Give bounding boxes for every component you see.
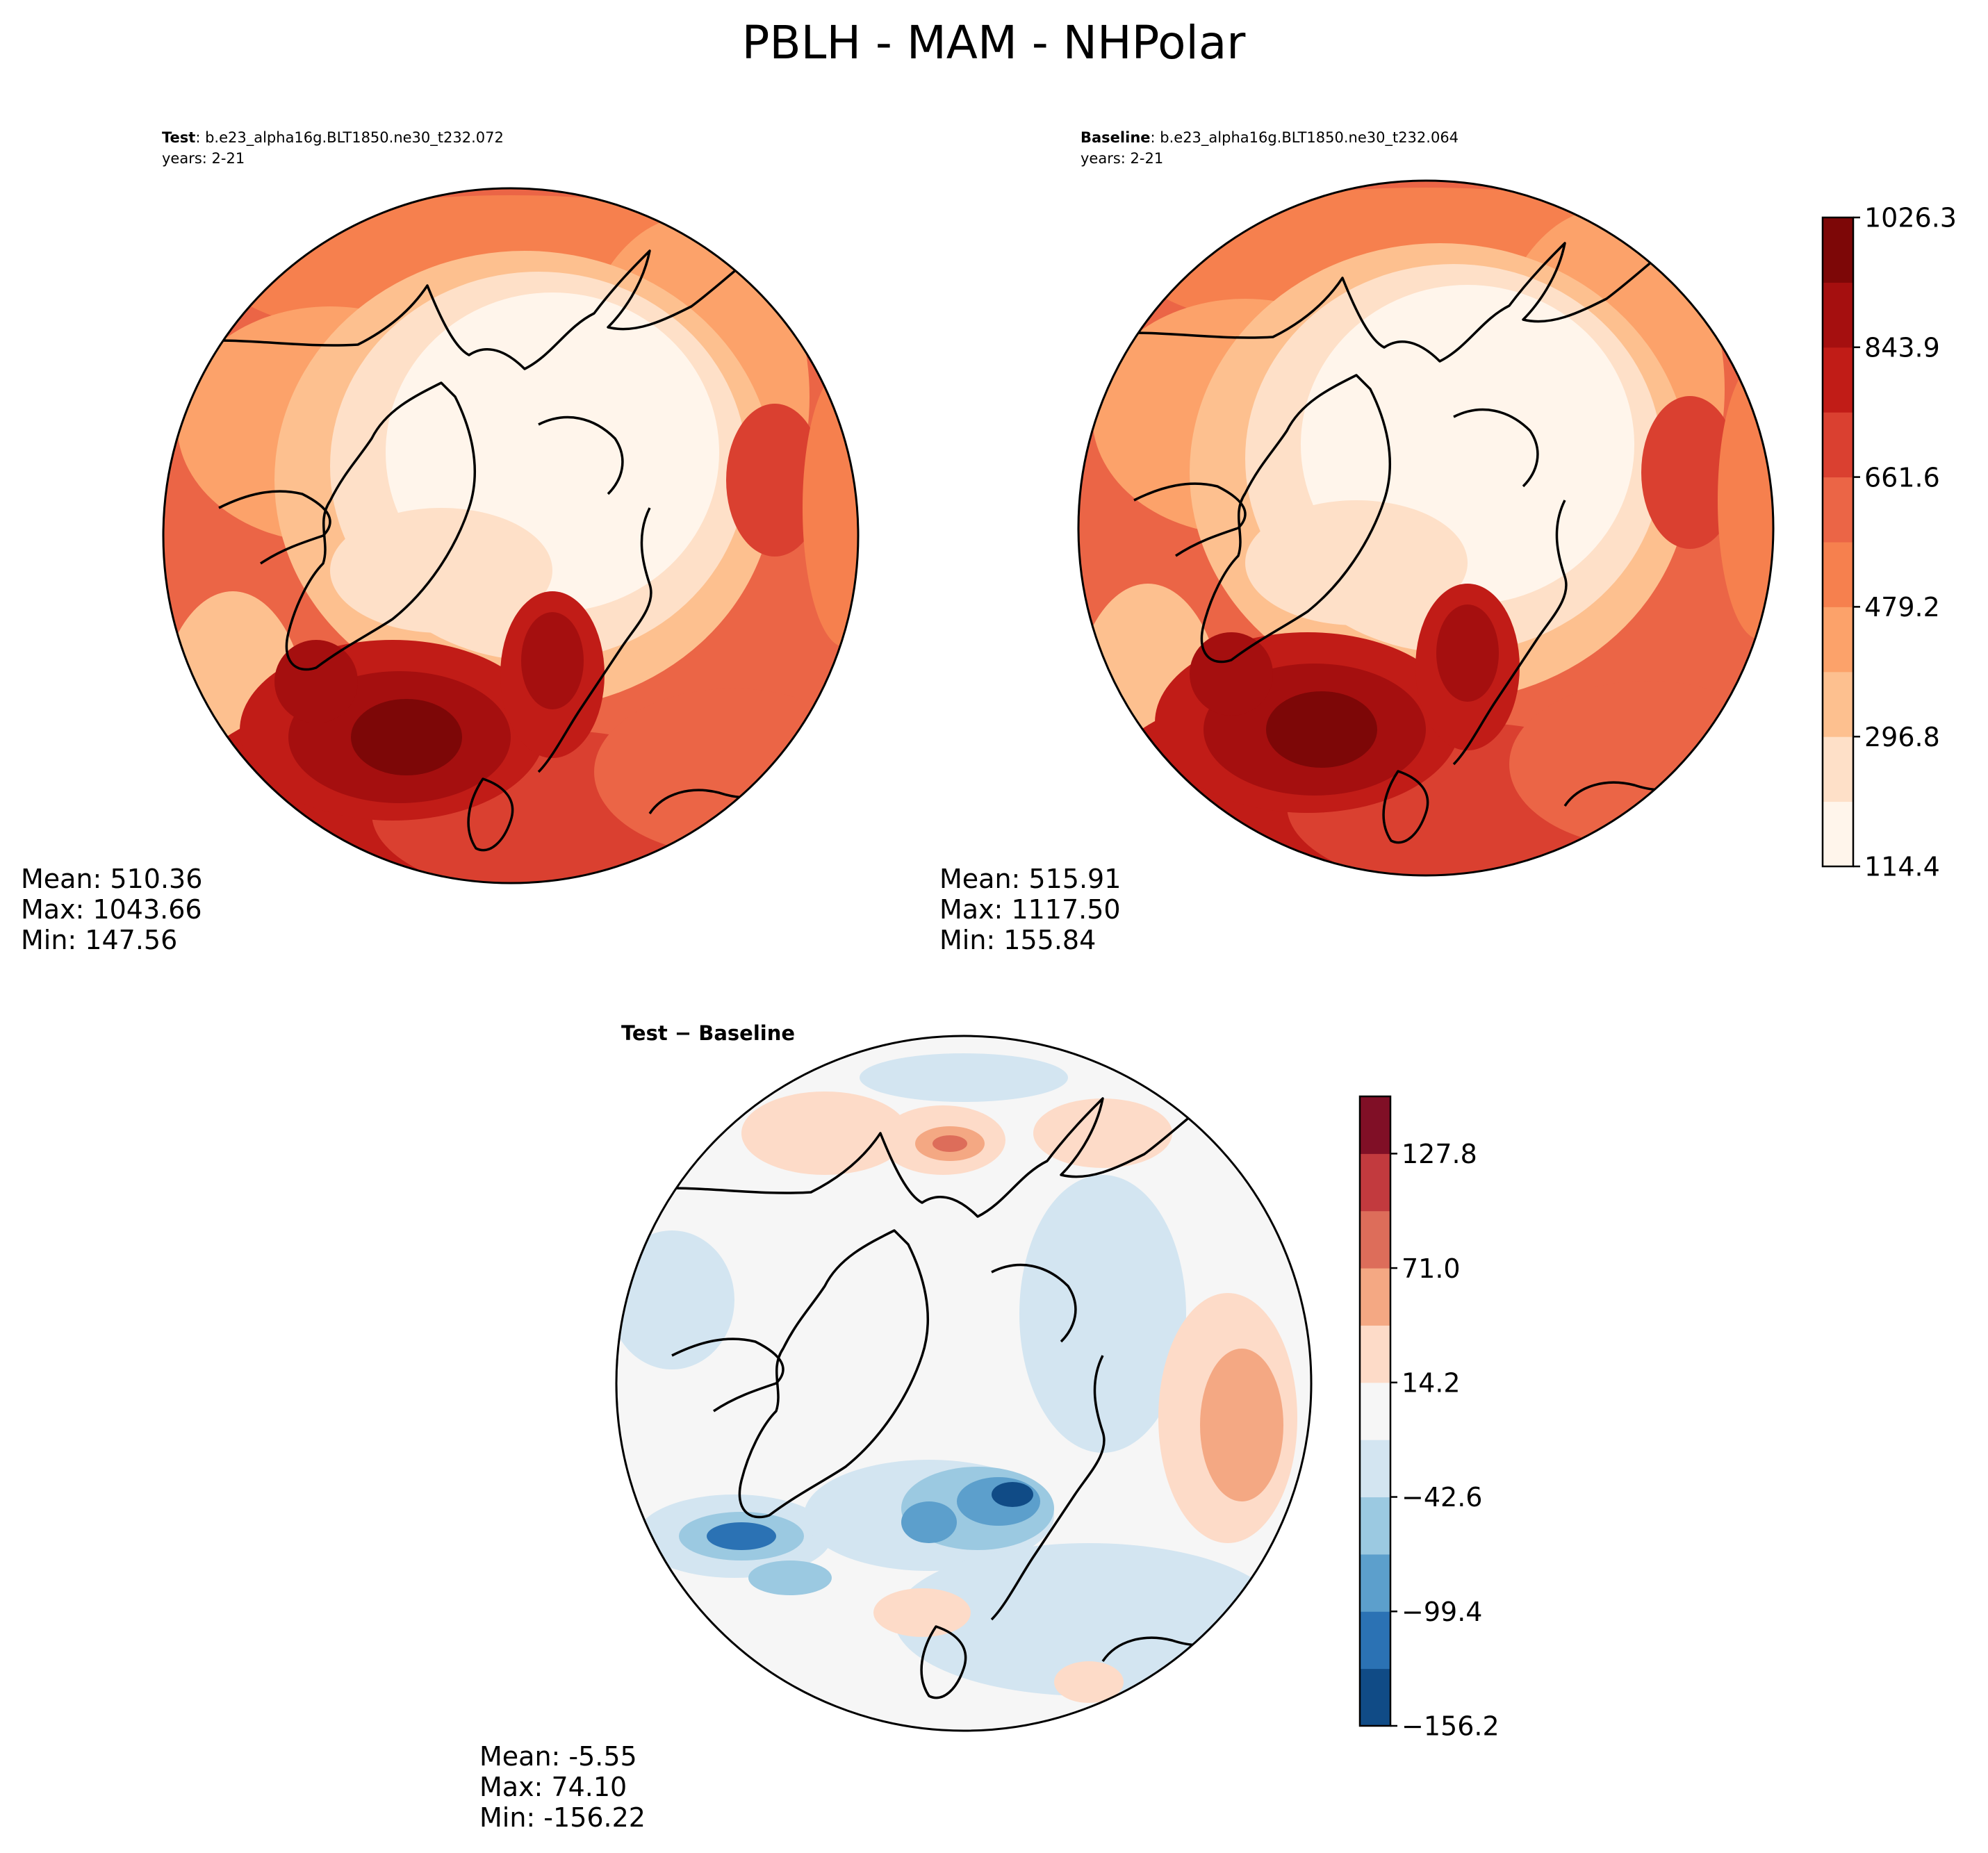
diff-colorbar-segment <box>1360 1497 1390 1555</box>
main-colorbar-segment <box>1823 607 1853 673</box>
diff-colorbar-segment <box>1360 1153 1390 1212</box>
diff-min: Min: -156.22 <box>479 1802 646 1833</box>
baseline-map-boundary <box>1077 179 1775 877</box>
test-panel: Test: b.e23_alpha16g.BLT1850.ne30_t232.0… <box>21 129 860 955</box>
main-colorbar-tick-label: 1026.3 <box>1864 203 1957 233</box>
test-max: Max: 1043.66 <box>21 894 202 925</box>
baseline-map <box>1078 181 1773 875</box>
test-panel-label: Test <box>162 129 195 146</box>
baseline-panel-years: years: 2-21 <box>1081 150 1163 167</box>
baseline-mean: Mean: 515.91 <box>939 864 1121 894</box>
main-colorbar-segment <box>1823 671 1853 737</box>
diff-colorbar: −156.2 −99.4 −42.6 14.2 71.0 127.8 <box>1358 1095 1500 1742</box>
test-map <box>163 188 858 883</box>
diff-colorbar-segment <box>1360 1268 1390 1326</box>
diff-mean: Mean: -5.55 <box>479 1741 637 1772</box>
diff-colorbar-segment <box>1360 1668 1390 1727</box>
test-min: Min: 147.56 <box>21 925 177 955</box>
diff-colorbar-segment <box>1360 1325 1390 1383</box>
diff-colorbar-tick-label: 14.2 <box>1402 1367 1461 1398</box>
main-colorbar-segment <box>1823 801 1853 867</box>
diff-panel: Test − Baseline Mean: -5.55 Max: 74.10 M… <box>479 1021 1313 1833</box>
main-colorbar-frame <box>1821 216 1855 868</box>
diff-colorbar-segment <box>1360 1554 1390 1612</box>
diff-colorbar-segment <box>1360 1382 1390 1440</box>
main-colorbar-segment <box>1823 736 1853 802</box>
baseline-max: Max: 1117.50 <box>939 894 1121 925</box>
diff-map-boundary <box>615 1035 1313 1732</box>
main-colorbar: 114.4 296.8 479.2 661.6 843.9 1026.3 <box>1821 203 1957 882</box>
main-colorbar-tick-label: 479.2 <box>1864 592 1940 623</box>
diff-colorbar-tick-label: −156.2 <box>1402 1711 1500 1742</box>
main-colorbar-tick-label: 661.6 <box>1864 462 1940 493</box>
main-colorbar-segment <box>1823 217 1853 283</box>
test-panel-header: Test: b.e23_alpha16g.BLT1850.ne30_t232.0… <box>162 129 504 147</box>
main-colorbar-tick-label: 114.4 <box>1864 852 1940 882</box>
diff-colorbar-frame <box>1358 1095 1392 1727</box>
diff-colorbar-segment <box>1360 1096 1390 1154</box>
test-map-boundary <box>162 187 860 884</box>
baseline-panel-case: : b.e23_alpha16g.BLT1850.ne30_t232.064 <box>1151 129 1459 147</box>
main-colorbar-segment <box>1823 477 1853 543</box>
diff-colorbar-segment <box>1360 1440 1390 1498</box>
test-panel-years: years: 2-21 <box>162 150 245 167</box>
test-panel-case: : b.e23_alpha16g.BLT1850.ne30_t232.072 <box>195 129 504 147</box>
baseline-min: Min: 155.84 <box>939 925 1096 955</box>
diff-max: Max: 74.10 <box>479 1772 627 1802</box>
diff-panel-label: Test − Baseline <box>621 1021 795 1045</box>
main-colorbar-segment <box>1823 282 1853 348</box>
figure-title: PBLH - MAM - NHPolar <box>742 16 1247 69</box>
diff-colorbar-tick-label: 127.8 <box>1402 1139 1477 1169</box>
main-colorbar-segment <box>1823 542 1853 607</box>
main-colorbar-segment <box>1823 412 1853 478</box>
diff-colorbar-segment <box>1360 1210 1390 1269</box>
baseline-panel-header: Baseline: b.e23_alpha16g.BLT1850.ne30_t2… <box>1081 129 1459 147</box>
baseline-panel: Baseline: b.e23_alpha16g.BLT1850.ne30_t2… <box>939 129 1775 955</box>
main-colorbar-tick-label: 843.9 <box>1864 332 1940 363</box>
test-mean: Mean: 510.36 <box>21 864 202 894</box>
diff-colorbar-segment <box>1360 1611 1390 1670</box>
diff-colorbar-tick-label: −42.6 <box>1402 1482 1482 1513</box>
diff-colorbar-tick-label: −99.4 <box>1402 1597 1482 1627</box>
baseline-panel-label: Baseline <box>1081 129 1151 146</box>
diff-colorbar-tick-label: 71.0 <box>1402 1253 1461 1284</box>
main-colorbar-tick-label: 296.8 <box>1864 722 1940 752</box>
main-colorbar-segment <box>1823 347 1853 413</box>
